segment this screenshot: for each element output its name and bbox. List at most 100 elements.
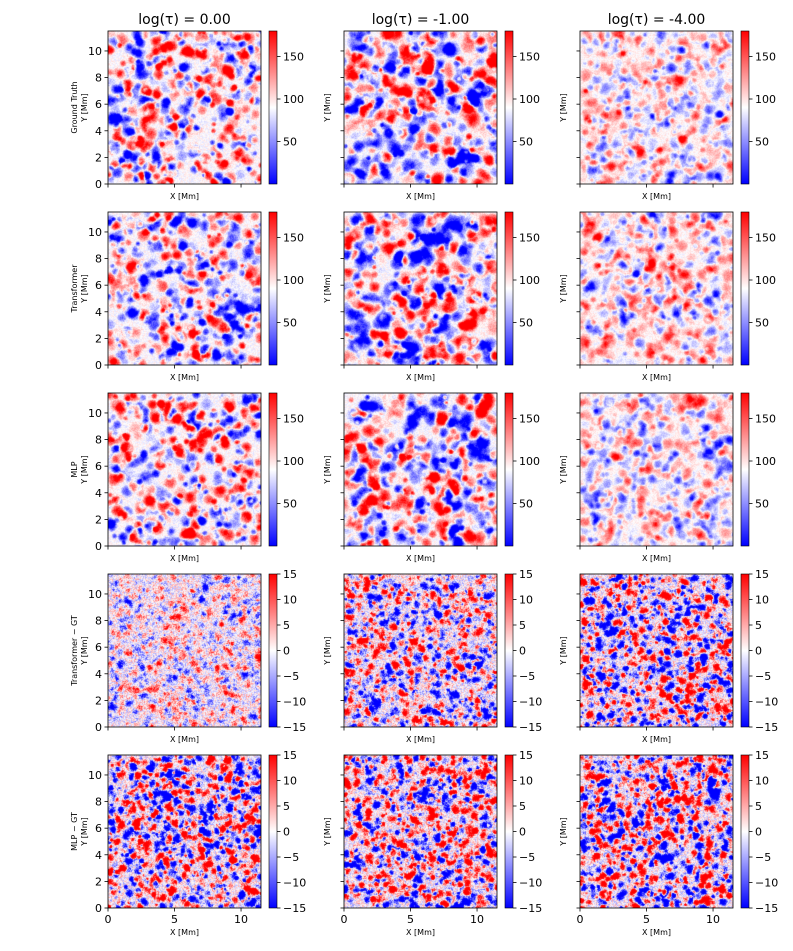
y-tick-label: 2 [95,332,102,345]
x-axis-label: X [Mm] [642,554,671,563]
axes-frame [343,392,498,547]
x-axis-label: X [Mm] [170,373,199,382]
row-label: MLP − GTY [Mm] [70,812,89,851]
y-axis-label: Y [Mm] [559,93,568,122]
colorbar-tick-label: 50 [755,498,769,511]
colorbar-tick-label: −5 [519,670,535,683]
panel-0-2: X [Mm] Y [Mm] 50 100 150 [559,30,776,201]
y-tick-label: 6 [95,279,102,292]
panel-3-0: 0 2 4 6 8 10 X [Mm] Transformer − GTY [Mm] −15 −1… [70,568,306,744]
axes-frame [579,573,734,728]
colorbar-tick-label: 50 [519,498,533,511]
row-label-name: MLP − GT [70,812,79,851]
colorbar-tick-label: 150 [519,413,540,426]
y-tick-label: 6 [95,460,102,473]
colorbar-tick-label: 150 [283,232,304,245]
colorbar-tick-label: −15 [519,902,542,915]
colorbar [740,573,750,728]
column-titles: log(τ) = 0.00 log(τ) = -1.00 log(τ) = -4.0… [138,12,705,28]
colorbar-tick-label: 150 [755,413,776,426]
y-tick-label: 8 [95,72,102,85]
x-axis-label: X [Mm] [642,928,671,937]
heatmap-image [108,755,261,908]
colorbar [504,211,514,366]
axes-frame [107,392,262,547]
colorbar-tick-label: −5 [755,670,771,683]
y-tick-label: 8 [95,615,102,628]
y-axis-label: Y [Mm] [559,455,568,484]
colorbar-tick-label: −10 [519,696,542,709]
axes-frame [579,392,734,547]
y-tick-label: 0 [95,902,102,915]
row-label-name: Ground Truth [70,81,79,133]
y-axis-label: Y [Mm] [323,93,332,122]
y-tick-label: 0 [95,540,102,553]
x-axis-label: X [Mm] [642,373,671,382]
y-tick-label: 2 [95,875,102,888]
colorbar [504,30,514,185]
colorbar-tick-label: 100 [519,274,540,287]
x-tick-label: 0 [341,913,348,926]
x-axis-label: X [Mm] [642,735,671,744]
y-tick-label: 8 [95,434,102,447]
colorbar-tick-label: 5 [283,619,290,632]
heatmap-image [344,574,497,727]
heatmap-image [580,212,733,365]
panel-3-2: X [Mm] Y [Mm] −15 −10 −5 0 5 10 15 [559,568,778,744]
colorbar-tick-label: 5 [519,800,526,813]
colorbar-tick-label: −15 [519,721,542,734]
x-axis-label: X [Mm] [406,554,435,563]
y-tick-label: 0 [95,721,102,734]
y-tick-label: 2 [95,151,102,164]
x-axis-label: X [Mm] [170,554,199,563]
colorbar-tick-label: −5 [755,851,771,864]
axes-frame [107,211,262,366]
colorbar-tick-label: −5 [519,851,535,864]
axes-frame [343,30,498,185]
y-tick-label: 10 [88,407,102,420]
row-label: Transformer − GTY [Mm] [70,615,89,687]
colorbar-tick-label: 0 [519,826,526,839]
colorbar-tick-label: 100 [519,93,540,106]
colorbar-tick-label: 10 [519,775,533,788]
y-tick-label: 2 [95,513,102,526]
panel-2-2: X [Mm] Y [Mm] 50 100 150 [559,392,776,563]
colorbar-tick-label: 150 [519,51,540,64]
heatmap-image [108,393,261,546]
colorbar-tick-label: 100 [755,455,776,468]
colorbar-tick-label: 10 [519,594,533,607]
colorbar-tick-label: 10 [283,775,297,788]
heatmap-image [344,31,497,184]
colorbar-tick-label: −10 [755,877,778,890]
colorbar-tick-label: 0 [283,645,290,658]
colorbar [740,211,750,366]
y-axis-label: Y [Mm] [323,274,332,303]
column-title-1: log(τ) = -1.00 [372,12,470,28]
y-axis-label: Y [Mm] [323,636,332,665]
x-tick-label: 10 [706,913,720,926]
x-tick-label: 5 [643,913,650,926]
row-label-name: Transformer − GT [70,615,79,687]
colorbar [740,30,750,185]
colorbar-tick-label: 15 [755,749,769,762]
panel-0-1: X [Mm] Y [Mm] 50 100 150 [323,30,540,201]
y-tick-label: 0 [95,178,102,191]
panel-4-2: 0 5 10 X [Mm] Y [Mm] −15 −10 −5 0 5 10 15 [559,749,778,937]
y-axis-label: Y [Mm] [323,455,332,484]
axes-frame [579,30,734,185]
colorbar-tick-label: 50 [283,317,297,330]
colorbar-tick-label: −10 [283,877,306,890]
y-tick-label: 6 [95,98,102,111]
axes-frame [107,573,262,728]
colorbar-tick-label: 0 [283,826,290,839]
x-tick-label: 10 [470,913,484,926]
heatmap-image [580,755,733,908]
colorbar-tick-label: 100 [755,274,776,287]
axes-frame [579,211,734,366]
row-label-name: Transformer [70,264,79,314]
x-tick-label: 0 [105,913,112,926]
y-axis-label: Y [Mm] [80,93,89,122]
colorbar [740,392,750,547]
